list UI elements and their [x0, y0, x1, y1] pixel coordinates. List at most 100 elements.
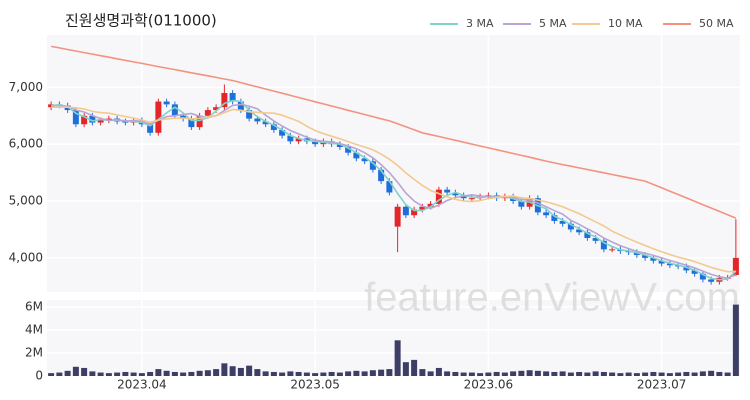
x-tick-label: 2023.04: [117, 378, 167, 392]
grid: 4,000 5,000 6,000 7,000 0 2M 4M 6M 2023.04 2023.0…: [9, 35, 740, 392]
candle-body: [254, 118, 261, 122]
volume-bar: [279, 372, 286, 376]
candle-body: [180, 115, 187, 119]
x-tick-label: 2023.05: [290, 378, 340, 392]
volume-bar: [732, 304, 739, 376]
candle-body: [246, 110, 253, 119]
volume-bar: [163, 370, 170, 376]
volume-bar: [312, 373, 319, 376]
volume-bar: [155, 369, 162, 376]
candle-body: [658, 260, 665, 264]
candle-body: [600, 240, 607, 250]
candle-body: [576, 229, 583, 233]
volume-bar: [411, 359, 418, 376]
volume-bar: [64, 370, 71, 376]
candle-body: [312, 141, 319, 145]
volume-bar: [609, 372, 616, 376]
volume-bar: [72, 366, 79, 376]
candle-body: [97, 120, 104, 123]
legend-label: 10 MA: [608, 17, 643, 30]
candle-body: [72, 110, 79, 125]
candle-body: [411, 209, 418, 216]
volume-bar: [518, 370, 525, 376]
volume-bar: [699, 371, 706, 376]
candle-body: [122, 121, 129, 123]
volume-bar: [221, 363, 228, 376]
price-panel: [47, 35, 740, 292]
volume-bar: [213, 369, 220, 376]
volume-bar: [402, 362, 409, 376]
candle-body: [427, 203, 434, 207]
candle-body: [543, 212, 550, 216]
volume-bar: [386, 369, 393, 376]
plot: [48, 45, 739, 376]
volume-bar: [122, 371, 129, 376]
volume-bar: [460, 372, 467, 376]
candle-body: [287, 135, 294, 142]
candle-body: [378, 169, 385, 182]
candle-body: [262, 121, 269, 125]
y-tick-label: 5,000: [9, 194, 43, 208]
volume-bar: [262, 371, 269, 376]
candle-body: [155, 101, 162, 133]
volume-tick-label: 2M: [25, 345, 43, 359]
ma-line: [51, 106, 736, 273]
candle-body: [518, 201, 525, 207]
volume-bar: [295, 371, 302, 376]
volume-tick-label: 6M: [25, 299, 43, 313]
candle-body: [270, 124, 277, 130]
candle-body: [650, 257, 657, 261]
candle-body: [683, 266, 690, 271]
candle-body: [732, 257, 739, 275]
volume-bar: [683, 371, 690, 376]
candle-body: [237, 101, 244, 111]
volume-bar: [576, 371, 583, 376]
volume-bar: [287, 371, 294, 376]
volume-bar: [229, 366, 236, 376]
volume-bar: [716, 371, 723, 376]
volume-bar: [559, 371, 566, 376]
candle-body: [452, 192, 459, 196]
volume-bar: [114, 372, 121, 376]
volume-bar: [468, 372, 475, 376]
volume-bar: [691, 372, 698, 376]
volume-bar: [617, 373, 624, 376]
volume-bar: [642, 372, 649, 376]
volume-bar: [526, 370, 533, 376]
volume-bar: [369, 370, 376, 376]
volume-bar: [196, 370, 203, 376]
candle-body: [584, 232, 591, 238]
legend: 3 MA 5 MA 10 MA 50 MA: [430, 17, 734, 30]
volume-bar: [246, 365, 253, 376]
volume-bar: [675, 372, 682, 376]
volume-bar: [56, 372, 63, 376]
chart-title: 진원생명과학(011000): [65, 12, 217, 30]
candle-body: [468, 198, 475, 200]
candle-body: [353, 152, 360, 159]
candle-body: [609, 249, 616, 251]
candle-body: [89, 115, 96, 123]
candle-body: [419, 206, 426, 210]
volume-bar: [584, 372, 591, 376]
volume-bar: [419, 369, 426, 376]
volume-bar: [493, 371, 500, 376]
volume-tick-label: 0: [35, 369, 43, 383]
candle-body: [551, 215, 558, 221]
volume-bar: [81, 367, 88, 376]
volume-bar: [592, 371, 599, 376]
ma-line: [51, 103, 737, 279]
volume-bar: [477, 373, 484, 376]
candle-body: [567, 223, 574, 230]
candle-body: [642, 255, 649, 258]
candle-body: [592, 237, 599, 241]
volume-bar: [658, 372, 665, 376]
volume-bar: [633, 373, 640, 376]
volume-panel: [47, 300, 740, 376]
candle-body: [336, 144, 343, 148]
candle-body: [435, 189, 442, 204]
candle-body: [699, 273, 706, 280]
candle-body: [105, 118, 112, 121]
volume-bar: [147, 371, 154, 376]
volume-bar: [171, 371, 178, 376]
